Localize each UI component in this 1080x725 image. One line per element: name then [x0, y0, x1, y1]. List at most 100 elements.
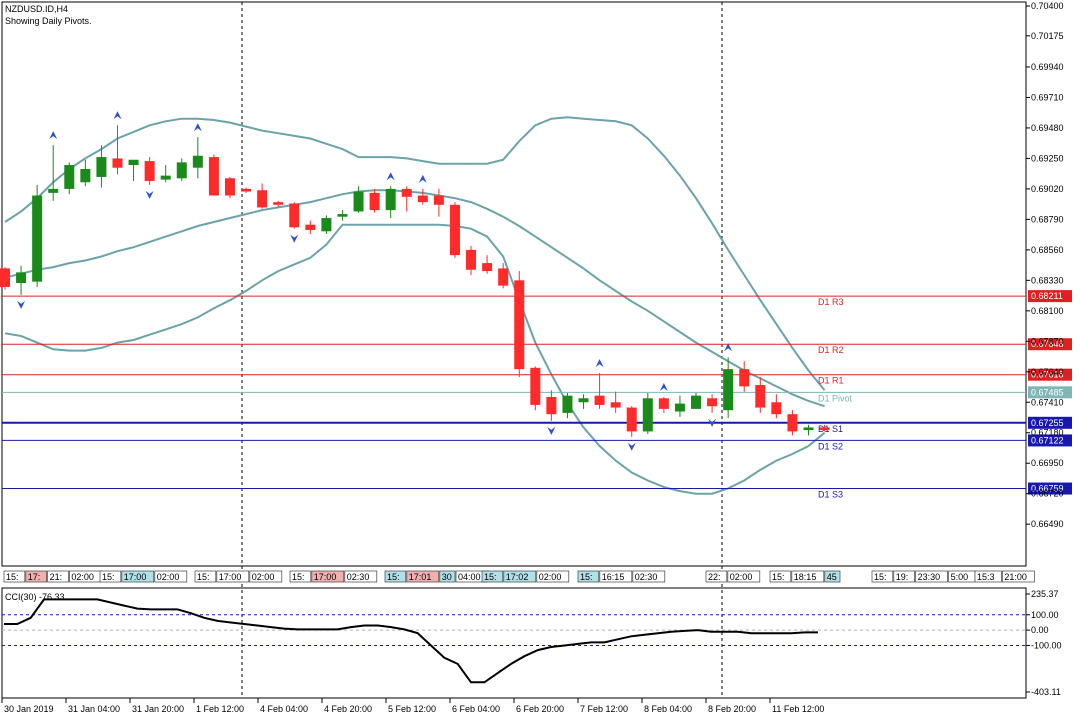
session-label-text: 17:	[28, 572, 41, 582]
session-label-text: 04:00	[458, 572, 481, 582]
time-tick-label: 7 Feb 12:00	[580, 704, 628, 714]
candle[interactable]	[466, 245, 477, 276]
candle-body	[803, 427, 814, 431]
price-tick-label: 0.69710	[1031, 92, 1064, 102]
candle[interactable]	[691, 392, 702, 409]
candle[interactable]	[578, 394, 589, 409]
candle-body	[594, 395, 605, 405]
session-label-box	[121, 570, 155, 583]
candle-body	[16, 272, 27, 283]
candle[interactable]	[224, 176, 235, 199]
session-label-text: 30	[442, 572, 452, 582]
candle[interactable]	[241, 187, 252, 193]
time-tick-label: 5 Feb 12:00	[388, 704, 436, 714]
candle[interactable]	[353, 186, 364, 213]
session-label-box	[99, 570, 122, 583]
candle[interactable]	[273, 200, 284, 208]
price-tick-label: 0.70400	[1031, 1, 1064, 11]
candle[interactable]	[401, 186, 412, 212]
candle[interactable]	[642, 392, 653, 435]
candle[interactable]	[546, 390, 557, 421]
session-label-box	[871, 570, 894, 583]
time-tick-label: 8 Feb 04:00	[644, 704, 692, 714]
candle[interactable]	[562, 392, 573, 419]
candle[interactable]	[658, 396, 669, 413]
session-label-box	[344, 570, 378, 583]
price-tick-label: 0.68100	[1031, 306, 1064, 316]
candle[interactable]	[321, 215, 332, 234]
candle[interactable]	[514, 271, 525, 378]
candle[interactable]	[0, 267, 10, 290]
candle-body	[80, 169, 91, 183]
candle-body	[626, 407, 637, 432]
candle[interactable]	[289, 202, 300, 229]
candle[interactable]	[755, 377, 766, 413]
candle[interactable]	[144, 157, 155, 185]
candle[interactable]	[305, 220, 316, 234]
session-label-text: 18:15	[794, 572, 817, 582]
fractal-up-arrow	[418, 174, 427, 183]
cci-indicator-pane[interactable]: 235.37 100.00 0.00 -100.00 -403.11	[2, 589, 1062, 697]
candle[interactable]	[64, 162, 75, 195]
candle[interactable]	[257, 183, 268, 209]
candle[interactable]	[674, 395, 685, 417]
candle[interactable]	[771, 394, 782, 419]
chart-subtitle: Showing Daily Pivots.	[5, 16, 92, 26]
session-label-box	[439, 570, 456, 583]
candle[interactable]	[498, 263, 509, 289]
session-label-text: 15:	[772, 572, 785, 582]
candle[interactable]	[192, 137, 203, 179]
candle[interactable]	[385, 186, 396, 219]
price-tick-label: 0.67870	[1031, 336, 1064, 346]
candle-body	[32, 195, 43, 282]
candle[interactable]	[739, 361, 750, 392]
candle[interactable]	[449, 202, 460, 258]
price-tick-label: 0.69020	[1031, 184, 1064, 194]
candle[interactable]	[48, 145, 59, 201]
session-label-text: 5:00	[951, 572, 969, 582]
time-tick-label: 1 Feb 12:00	[196, 704, 244, 714]
candle[interactable]	[80, 159, 91, 187]
candle[interactable]	[530, 366, 541, 411]
fractal-markers	[17, 111, 733, 451]
candle[interactable]	[594, 373, 605, 409]
candle-body	[305, 224, 316, 230]
candle[interactable]	[723, 357, 734, 419]
session-label-text: 15:	[102, 572, 115, 582]
candle[interactable]	[32, 184, 43, 287]
pivot-price-tag	[1028, 368, 1072, 381]
pivot-price-tag	[1028, 482, 1072, 495]
candle[interactable]	[417, 188, 428, 205]
candle[interactable]	[707, 394, 718, 413]
candle-body	[755, 385, 766, 408]
candle[interactable]	[819, 424, 830, 432]
candle[interactable]	[96, 145, 107, 188]
candle[interactable]	[482, 255, 493, 274]
candle[interactable]	[787, 410, 798, 436]
pivot-price-label: 0.67122	[1031, 435, 1064, 445]
candle[interactable]	[128, 159, 139, 181]
session-label-box	[974, 570, 1002, 583]
candle[interactable]	[433, 188, 444, 217]
candle[interactable]	[160, 165, 171, 183]
time-tick-label: 31 Jan 20:00	[132, 704, 184, 714]
candle[interactable]	[112, 125, 123, 175]
time-tick-label: 30 Jan 2019	[4, 704, 54, 714]
candle-body	[385, 188, 396, 211]
candle[interactable]	[610, 391, 621, 413]
candle[interactable]	[337, 210, 348, 221]
candle-body	[691, 395, 702, 409]
candle-body	[128, 159, 139, 166]
candle[interactable]	[626, 406, 637, 437]
candle[interactable]	[208, 154, 219, 196]
candle[interactable]	[369, 188, 380, 213]
candlestick-series[interactable]	[0, 125, 830, 437]
candle[interactable]	[16, 265, 27, 295]
pivot-price-tag	[1028, 338, 1072, 351]
session-label-box	[824, 570, 841, 583]
cci-tick-label: 235.37	[1031, 589, 1059, 599]
candle[interactable]	[803, 424, 814, 436]
candle[interactable]	[176, 158, 187, 181]
